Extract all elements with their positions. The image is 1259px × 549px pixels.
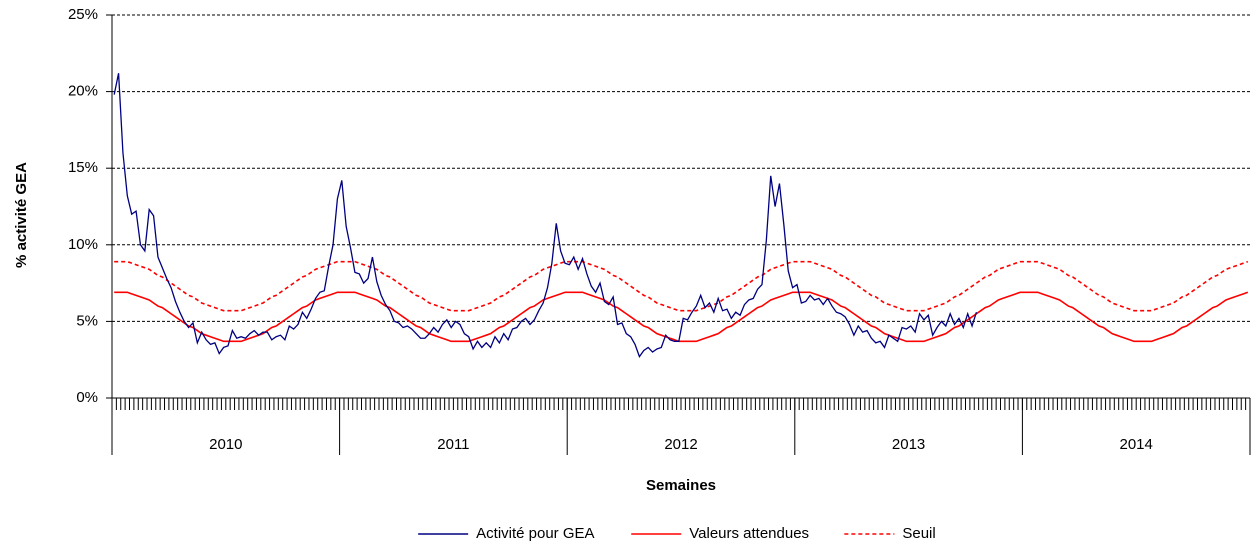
y-tick-label: 0% [76, 389, 98, 406]
y-tick-label: 15% [68, 159, 98, 176]
series-line [113, 73, 978, 359]
y-tick-label: 20% [68, 83, 98, 100]
legend-label: Seuil [902, 525, 935, 542]
x-axis-label: Semaines [646, 477, 716, 494]
series-line [114, 291, 1249, 343]
x-group-label: 2010 [209, 436, 242, 453]
x-group-label: 2014 [1120, 436, 1153, 453]
y-tick-label: 5% [76, 312, 98, 329]
x-group-label: 2013 [892, 436, 925, 453]
y-tick-label: 10% [68, 236, 98, 253]
legend-label: Valeurs attendues [689, 525, 809, 542]
y-axis-label: % activité GEA [13, 162, 30, 268]
y-tick-label: 25% [68, 6, 98, 23]
x-group-label: 2011 [437, 436, 469, 453]
x-group-label: 2012 [664, 436, 697, 453]
series-line [114, 260, 1249, 312]
legend-label: Activité pour GEA [476, 525, 594, 542]
